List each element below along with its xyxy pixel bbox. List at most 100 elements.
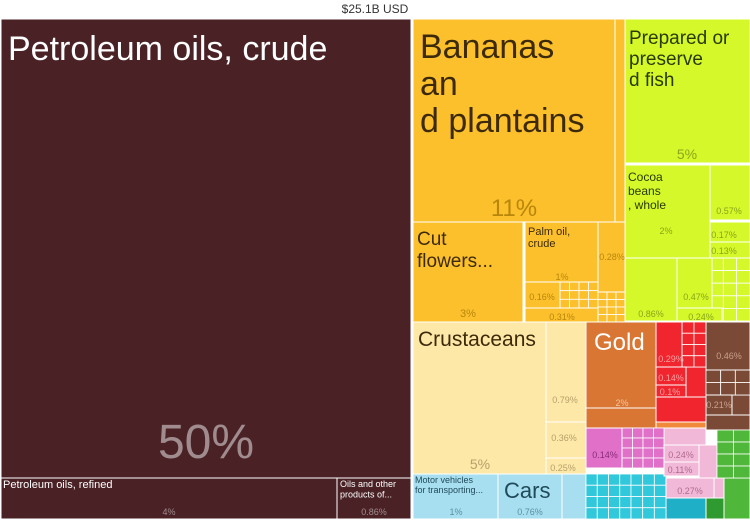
- cell-value: 0.21%: [706, 400, 732, 410]
- minor-tile: [642, 447, 654, 459]
- minor-tile: [642, 473, 655, 486]
- minor-tile: [716, 453, 734, 467]
- cell-value: 1%: [449, 507, 462, 517]
- treemap-cell: Petroleum oils, refined 4%: [0, 477, 338, 520]
- cell-rect: [676, 307, 723, 322]
- minor-tile: [681, 355, 695, 368]
- cell-value: 0.57%: [716, 206, 742, 216]
- cell-value: 0.47%: [683, 292, 709, 302]
- cell-rect: [705, 394, 733, 416]
- cell-name: Gold: [594, 329, 645, 356]
- minor-tile: [705, 414, 750, 431]
- minor-tile: [733, 465, 750, 479]
- treemap-cell: 0.1%: [655, 384, 687, 398]
- minor-tile: [693, 344, 707, 357]
- cell-name: Oils and other products of...: [340, 479, 396, 499]
- cell-value: 0.1%: [660, 387, 681, 397]
- minor-tile: [585, 484, 598, 497]
- cell-name: Motor vehicles for transporting...: [415, 475, 483, 495]
- cell-value: 4%: [162, 507, 175, 517]
- minor-tile: [561, 473, 587, 520]
- cell-value: 0.79%: [552, 395, 578, 405]
- minor-tile: [630, 507, 644, 520]
- minor-tile: [596, 496, 609, 509]
- minor-tile: [655, 396, 707, 423]
- cell-rect: [705, 321, 750, 371]
- cell-value: 0.31%: [549, 312, 575, 322]
- minor-tile: [731, 394, 750, 416]
- treemap-cell: 0.86%: [624, 257, 678, 322]
- minor-tile: [588, 298, 599, 309]
- minor-tile: [734, 369, 750, 383]
- minor-tile: [588, 290, 599, 300]
- minor-tile: [585, 473, 598, 486]
- minor-tile: [597, 299, 608, 308]
- treemap-cell: Cars 0.76%: [497, 473, 563, 520]
- minor-tile: [733, 453, 750, 467]
- cell-rect: [336, 477, 412, 520]
- minor-tile: [585, 407, 657, 429]
- cell-value: 0.16%: [529, 292, 555, 302]
- cell-rect: [412, 221, 524, 323]
- cell-value: 0.13%: [711, 246, 737, 256]
- treemap-cell: 0.17%: [709, 221, 750, 243]
- treemap-cell: Motor vehicles for transporting... 1%: [412, 473, 499, 520]
- minor-tile: [716, 429, 734, 443]
- cell-name: Cocoa beans, whole: [628, 170, 666, 212]
- cell-rect: [545, 421, 587, 459]
- minor-tile: [569, 290, 580, 300]
- treemap-cell: 0.24%: [676, 307, 723, 322]
- cell-name: Palm oil, crude: [528, 226, 570, 250]
- minor-tile: [608, 496, 621, 509]
- minor-tile: [663, 427, 707, 446]
- minor-tile: [693, 321, 707, 334]
- cell-value: 0.27%: [677, 486, 703, 496]
- cell-value: 0.76%: [517, 507, 543, 517]
- treemap-cell: Crustaceans 5%: [412, 321, 547, 475]
- minor-tile: [569, 298, 580, 309]
- minor-tile: [615, 291, 626, 300]
- treemap-cell: 0.31%: [524, 307, 599, 323]
- cell-value: 0.46%: [716, 351, 742, 361]
- cell-rect: [545, 321, 587, 423]
- minor-tile: [632, 447, 644, 459]
- cell-rect: [655, 384, 687, 398]
- minor-tile: [722, 270, 738, 284]
- cell-rect: [412, 321, 547, 475]
- minor-tile: [736, 307, 750, 322]
- minor-tile: [723, 477, 750, 520]
- minor-tile: [665, 497, 707, 520]
- minor-tile: [642, 437, 654, 449]
- cell-name: Prepared or preserve d fish: [629, 28, 730, 91]
- cell-name: Cut flowers...: [417, 229, 493, 272]
- minor-tile: [653, 437, 665, 449]
- cell-value: 1%: [555, 272, 568, 282]
- cell-rect: [412, 18, 616, 223]
- minor-tile: [642, 496, 655, 509]
- cell-rect: [624, 18, 750, 164]
- minor-tile: [596, 507, 609, 520]
- cell-value: 0.86%: [361, 507, 387, 517]
- minor-tile: [621, 447, 633, 459]
- minor-tile: [681, 321, 695, 334]
- cell-value: 50%: [158, 416, 254, 469]
- minor-tile: [615, 299, 626, 308]
- minor-tile: [653, 507, 667, 520]
- minor-tile: [606, 291, 617, 300]
- minor-tile: [642, 484, 655, 497]
- minor-tile: [653, 496, 667, 509]
- minor-tile: [597, 291, 608, 300]
- cell-value: 0.28%: [599, 252, 625, 262]
- treemap-cell: Cocoa beans, whole 2%: [624, 164, 711, 259]
- minor-tile: [578, 290, 589, 300]
- cell-value: 5%: [470, 456, 490, 472]
- cell-value: 0.17%: [711, 230, 737, 240]
- treemap-cell: 0.46%: [705, 321, 750, 371]
- cell-rect: [624, 164, 711, 259]
- minor-tile: [720, 382, 736, 396]
- treemap-cell: Gold 2%: [585, 321, 657, 409]
- minor-tile: [619, 507, 632, 520]
- cell-rect: [597, 221, 626, 293]
